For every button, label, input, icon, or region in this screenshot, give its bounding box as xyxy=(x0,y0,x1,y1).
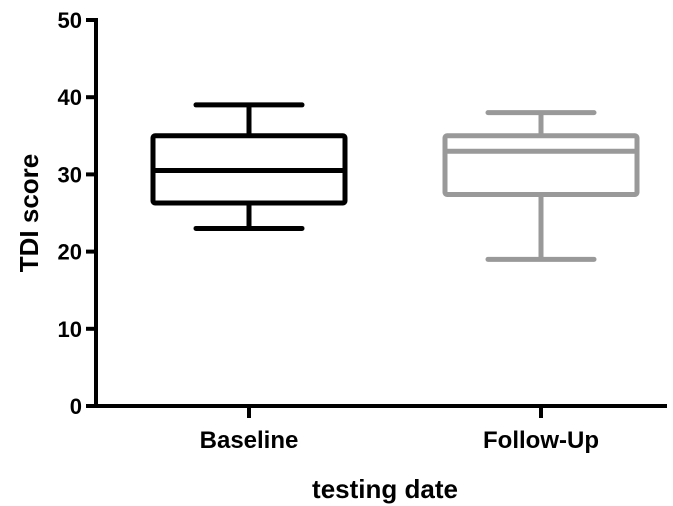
y-axis: 0 10 20 30 40 50 xyxy=(58,8,98,419)
x-axis: Baseline Follow-Up xyxy=(94,404,667,454)
y-tick-label-10: 10 xyxy=(58,317,82,342)
x-tick-label-baseline: Baseline xyxy=(200,427,299,454)
y-tick-label-0: 0 xyxy=(70,394,82,419)
y-tick-label-20: 20 xyxy=(58,240,82,265)
iqr-box-follow-up xyxy=(442,133,640,197)
box-baseline xyxy=(150,102,348,231)
box-follow-up xyxy=(442,110,640,262)
y-tick-label-30: 30 xyxy=(58,162,82,187)
y-axis-title: TDI score xyxy=(14,154,44,273)
x-axis-title: testing date xyxy=(312,474,458,504)
y-tick-label-50: 50 xyxy=(58,8,82,33)
y-tick-label-40: 40 xyxy=(58,85,82,110)
boxes xyxy=(150,102,640,262)
x-tick-label-follow-up: Follow-Up xyxy=(483,427,599,454)
